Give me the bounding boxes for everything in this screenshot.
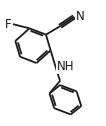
Text: NH: NH xyxy=(57,60,75,73)
Text: F: F xyxy=(5,18,11,31)
Text: N: N xyxy=(76,10,84,23)
